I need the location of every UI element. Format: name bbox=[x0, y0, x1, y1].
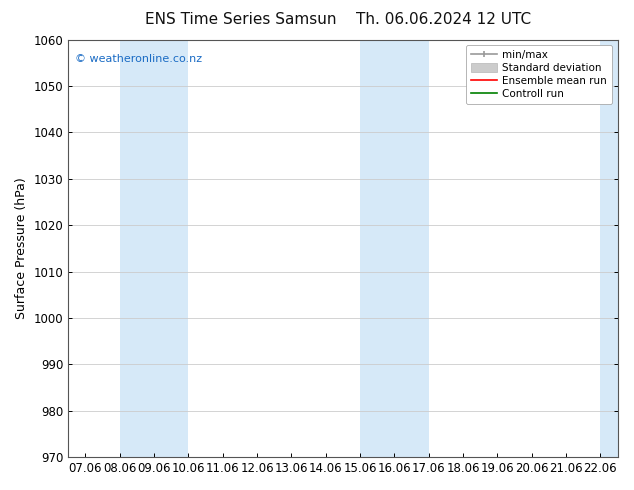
Text: ENS Time Series Samsun: ENS Time Series Samsun bbox=[145, 12, 337, 27]
Bar bbox=[120, 40, 188, 457]
Text: © weatheronline.co.nz: © weatheronline.co.nz bbox=[75, 54, 202, 64]
Legend: min/max, Standard deviation, Ensemble mean run, Controll run: min/max, Standard deviation, Ensemble me… bbox=[466, 45, 612, 104]
Text: Th. 06.06.2024 12 UTC: Th. 06.06.2024 12 UTC bbox=[356, 12, 531, 27]
Y-axis label: Surface Pressure (hPa): Surface Pressure (hPa) bbox=[15, 177, 28, 319]
Bar bbox=[600, 40, 621, 457]
Bar bbox=[360, 40, 429, 457]
